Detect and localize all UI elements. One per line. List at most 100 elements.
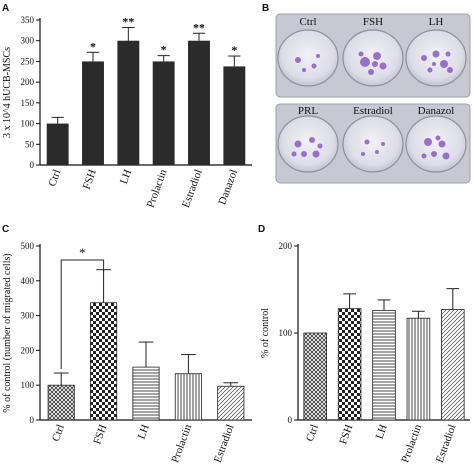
colony-fsh-2	[379, 62, 387, 70]
colony-estradiol-1	[375, 150, 379, 154]
category-label-a-estradiol: Estradiol	[180, 168, 205, 209]
y-tick-label-a-200: 200	[21, 77, 35, 87]
significance-a-estradiol: **	[193, 20, 205, 34]
colony-fsh-4	[358, 51, 364, 57]
colony-prl-5	[291, 151, 297, 157]
colony-fsh-0	[360, 57, 370, 67]
colony-estradiol-3	[361, 152, 365, 156]
category-label-c-fsh: FSH	[91, 423, 109, 446]
photo-label-estradiol: Estradiol	[353, 105, 393, 117]
bar-c-ctrl	[47, 384, 75, 421]
bar-d-ctrl	[303, 332, 327, 421]
y-tick-label-d-100: 100	[279, 328, 293, 338]
photo-label-danazol: Danazol	[418, 105, 455, 117]
dish-estradiol	[342, 115, 404, 173]
colony-estradiol-2	[381, 142, 385, 146]
y-tick-label-a-150: 150	[21, 98, 35, 108]
y-tick-label-c-500: 500	[21, 241, 35, 251]
colony-lh-1	[432, 50, 440, 58]
y-tick-label-d-0: 0	[288, 415, 293, 425]
bar-a-danazol	[223, 66, 246, 165]
category-label-c-estradiol: Estradiol	[212, 423, 237, 464]
colony-estradiol-0	[364, 139, 370, 145]
bar-c-fsh	[90, 302, 118, 421]
y-tick-label-a-0: 0	[30, 160, 35, 170]
colony-photo: Ctrl FSH LH PRL Estradiol Danazol	[275, 13, 471, 184]
panel-letter-d: D	[258, 224, 265, 235]
significance-a-fsh: *	[90, 39, 96, 53]
category-label-c-prolactin: Prolactin	[169, 422, 194, 464]
category-label-d-prolactin: Prolactin	[399, 422, 424, 464]
category-label-a-lh: LH	[118, 168, 134, 186]
significance-a-prolactin: *	[161, 43, 167, 57]
panel-letter-b: B	[262, 3, 269, 14]
category-label-d-ctrl: Ctrl	[304, 423, 321, 443]
bar-c-estradiol	[217, 385, 245, 421]
bar-a-ctrl	[46, 123, 69, 165]
bar-c-lh	[132, 366, 160, 421]
chart-d: 0 100 200 % of control Ctrl FSH LH Prolactin Est…	[260, 241, 470, 464]
bar-a-prolactin	[152, 61, 175, 165]
photo-label-ctrl: Ctrl	[299, 16, 316, 28]
bar-a-estradiol	[188, 40, 210, 165]
colony-danazol-0	[424, 138, 432, 146]
colony-lh-0	[421, 55, 427, 61]
colony-fsh-1	[373, 52, 381, 60]
bar-a-fsh	[82, 61, 104, 165]
category-label-a-ctrl: Ctrl	[46, 168, 63, 188]
y-tick-label-c-0: 0	[30, 415, 35, 425]
significance-a-lh: **	[122, 14, 134, 28]
colony-danazol-4	[421, 153, 427, 159]
y-tick-label-c-100: 100	[21, 380, 35, 390]
colony-lh-3	[447, 67, 453, 73]
colony-prl-1	[309, 137, 315, 143]
colony-ctrl-2	[302, 68, 306, 72]
colony-prl-4	[317, 143, 323, 149]
bar-d-estradiol	[441, 309, 465, 421]
y-tick-label-a-300: 300	[21, 36, 35, 46]
y-axis-label-d: % of control	[260, 308, 271, 358]
colony-lh-5	[445, 51, 451, 57]
y-tick-label-a-250: 250	[21, 56, 35, 66]
y-tick-label-a-50: 50	[25, 139, 35, 149]
dish-lh	[405, 29, 467, 87]
dish-ctrl	[277, 29, 339, 87]
chart-a: 0 50 100 150 200 250 300 350 3 x 10^4 hUCB-MSCs C…	[2, 14, 252, 209]
category-label-d-estradiol: Estradiol	[434, 423, 459, 464]
y-tick-label-c-400: 400	[21, 276, 35, 286]
chart-c: 0 100 200 300 400 500 % of control (number of …	[2, 241, 252, 464]
category-label-d-lh: LH	[374, 423, 390, 441]
comparison-label-c: *	[79, 245, 86, 260]
category-label-a-fsh: FSH	[81, 168, 99, 191]
colony-prl-2	[301, 151, 307, 157]
photo-label-lh: LH	[429, 16, 444, 28]
bar-d-prolactin	[406, 317, 431, 421]
significance-a-danazol: *	[231, 43, 237, 57]
colony-fsh-3	[368, 69, 374, 75]
colony-danazol-2	[431, 151, 437, 157]
colony-lh-6	[432, 62, 436, 66]
bar-c-prolactin	[174, 373, 202, 421]
category-label-c-lh: LH	[136, 423, 152, 441]
colony-lh-4	[427, 67, 433, 73]
colony-ctrl-1	[311, 63, 317, 69]
colony-danazol-1	[438, 140, 446, 148]
category-label-a-danazol: Danazol	[216, 168, 240, 207]
bar-d-lh	[372, 309, 396, 421]
bar-d-fsh	[337, 308, 362, 421]
dish-danazol	[405, 115, 467, 173]
y-tick-label-c-300: 300	[21, 311, 35, 321]
colony-prl-3	[312, 150, 320, 158]
comparison-bracket-c	[60, 259, 105, 370]
photo-label-prl: PRL	[298, 105, 318, 117]
photo-label-fsh: FSH	[363, 16, 383, 28]
colony-fsh-5	[372, 61, 378, 67]
category-label-c-ctrl: Ctrl	[50, 423, 67, 443]
y-tick-label-c-200: 200	[21, 345, 35, 355]
y-tick-label-a-100: 100	[21, 119, 35, 129]
y-axis-label-a: 3 x 10^4 hUCB-MSCs	[2, 47, 13, 138]
dish-fsh	[342, 29, 404, 87]
panel-letter-c: C	[2, 224, 9, 235]
category-label-d-fsh: FSH	[337, 423, 355, 446]
